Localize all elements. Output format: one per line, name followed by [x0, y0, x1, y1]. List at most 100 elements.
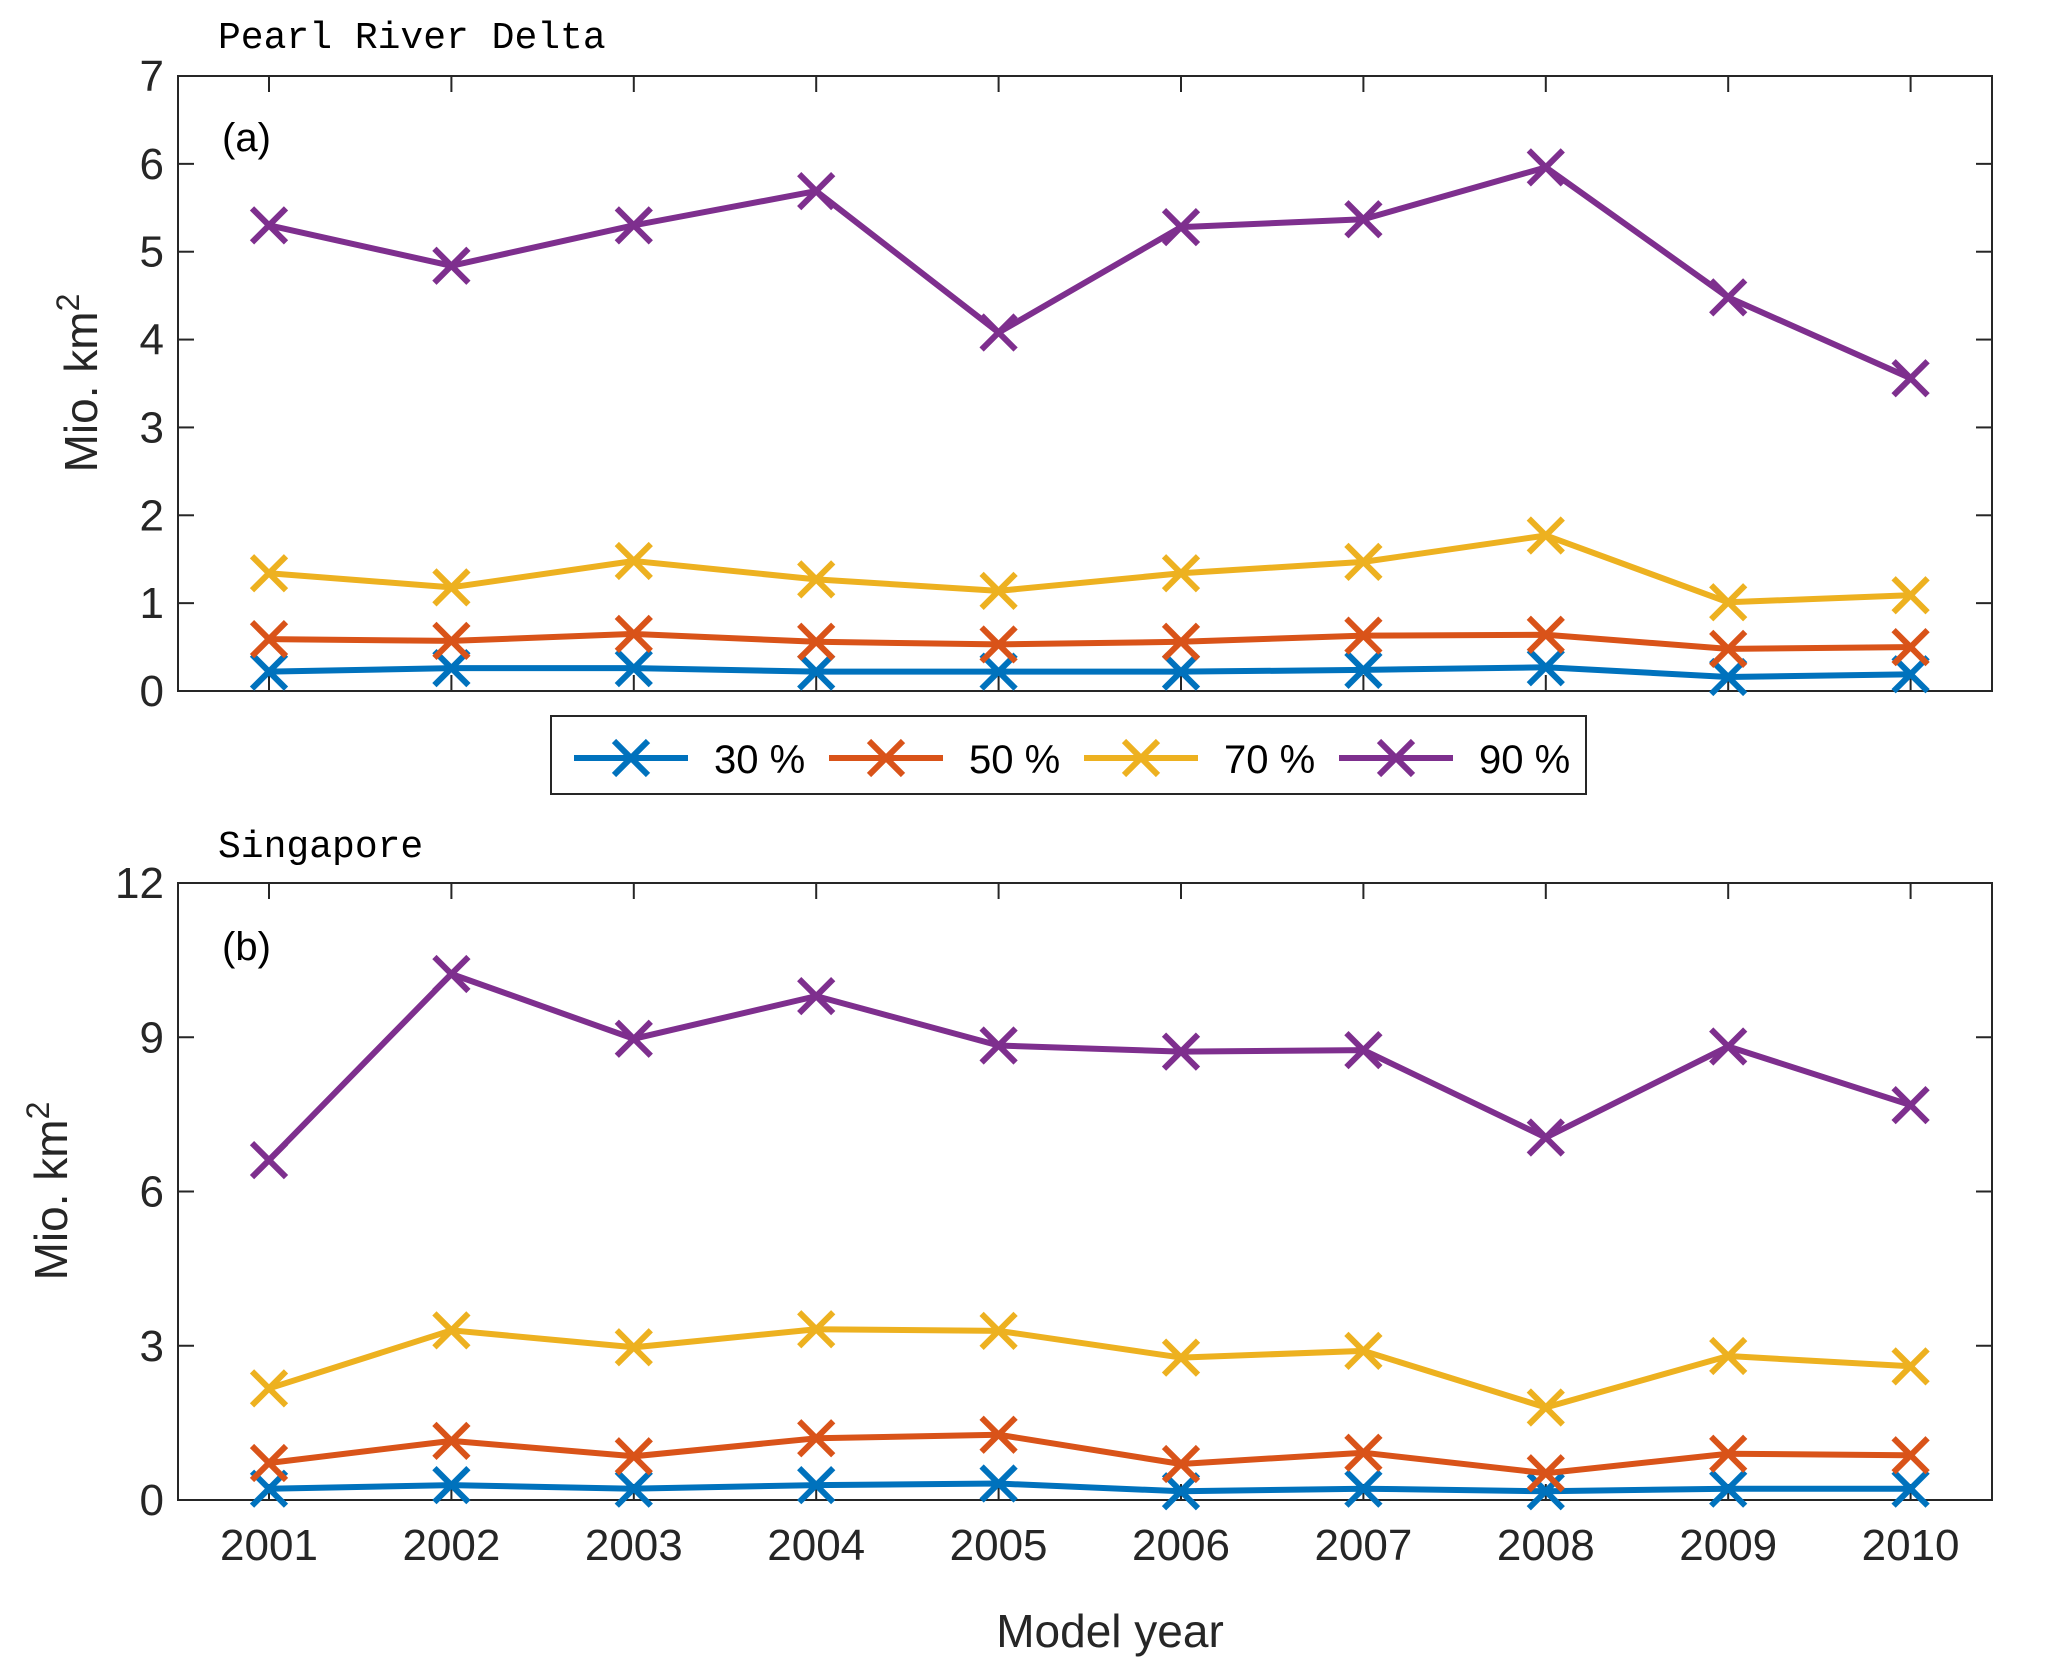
y-axis-label-text: Mio. km — [25, 1119, 77, 1280]
data-point — [1891, 1469, 1930, 1508]
data-point — [249, 620, 289, 659]
series-line — [268, 164, 1912, 381]
x-tick-label: 2008 — [1497, 1521, 1595, 1570]
data-point — [1526, 615, 1565, 654]
marker-stroke — [1891, 1469, 1930, 1508]
data-point — [1526, 648, 1565, 687]
marker-stroke — [1891, 655, 1930, 694]
x-tick-label: 2009 — [1679, 1521, 1777, 1570]
marker-stroke — [249, 554, 289, 593]
marker-stroke — [1891, 1085, 1930, 1125]
data-point — [979, 1026, 1018, 1065]
data-point — [979, 652, 1018, 691]
marker-stroke — [432, 1421, 471, 1460]
data-point — [1344, 1433, 1383, 1472]
data-point — [1709, 278, 1748, 317]
data-point — [614, 206, 653, 245]
marker-stroke — [1709, 657, 1748, 697]
data-point — [1891, 1347, 1930, 1386]
data-point — [1344, 200, 1383, 239]
marker-stroke — [432, 621, 471, 661]
data-point — [979, 313, 1018, 352]
marker-stroke — [1709, 1027, 1748, 1066]
data-point — [1161, 1032, 1201, 1071]
data-point — [1891, 1436, 1930, 1475]
y-tick-label: 3 — [140, 1322, 164, 1371]
legend-entry: 30 % — [574, 738, 805, 782]
data-point — [1891, 627, 1930, 667]
marker-stroke — [1344, 200, 1383, 239]
x-tick-label: 2002 — [402, 1521, 500, 1570]
y-axis-label-superscript: 2 — [20, 1102, 56, 1120]
marker-stroke — [1526, 615, 1565, 654]
data-point — [1526, 1472, 1565, 1511]
marker-stroke — [1526, 1454, 1565, 1493]
legend-label: 90 % — [1479, 738, 1570, 782]
marker-stroke — [1526, 148, 1565, 187]
marker-stroke — [614, 614, 653, 654]
marker-stroke — [1709, 1469, 1748, 1508]
marker-stroke — [1891, 576, 1930, 615]
legend-marker — [1376, 738, 1416, 778]
data-point — [1709, 583, 1748, 622]
marker-stroke — [1344, 616, 1383, 655]
marker-stroke — [432, 1311, 471, 1350]
data-point — [249, 652, 289, 691]
y-tick-label: 6 — [140, 140, 164, 189]
marker-stroke — [1161, 622, 1201, 661]
y-tick-label: 5 — [140, 228, 164, 277]
series-90-percent — [249, 148, 1930, 398]
marker-stroke — [1121, 738, 1161, 778]
y-ticks: 0 3 6 9 12 — [115, 859, 1992, 1525]
data-point — [614, 614, 653, 654]
legend-entry: 70 % — [1084, 738, 1315, 782]
data-point — [1344, 616, 1383, 655]
panel-label: (b) — [222, 925, 271, 969]
series-30-percent — [249, 1464, 1930, 1511]
data-point — [1709, 1434, 1748, 1473]
x-tick-label: 2001 — [220, 1521, 318, 1570]
data-point — [249, 1443, 289, 1483]
marker-stroke — [797, 171, 836, 211]
series-70-percent — [249, 1310, 1930, 1427]
data-point — [1709, 1469, 1748, 1508]
marker-stroke — [1344, 542, 1383, 581]
data-point — [432, 954, 471, 994]
marker-stroke — [249, 1141, 289, 1180]
marker-stroke — [797, 652, 836, 691]
data-point — [1161, 207, 1201, 247]
legend-marker — [1121, 738, 1161, 778]
marker-stroke — [249, 206, 289, 245]
marker-stroke — [1891, 1436, 1930, 1475]
series-layer — [249, 954, 1930, 1511]
data-point — [1161, 652, 1201, 691]
y-axis-label: Mio. km2 — [20, 1102, 77, 1281]
marker-stroke — [1161, 652, 1201, 691]
series-line — [268, 630, 1911, 652]
data-point — [979, 625, 1018, 664]
data-point — [1891, 1085, 1930, 1125]
marker-stroke — [1161, 207, 1201, 247]
marker-stroke — [1891, 359, 1930, 398]
marker-stroke — [614, 1328, 653, 1367]
data-point — [1161, 554, 1201, 593]
x-ticks: 2001 2002 2003 2004 2005 2006 2007 2008 2009 2010 — [220, 883, 1960, 1570]
legend-label: 70 % — [1224, 738, 1315, 782]
data-point — [614, 1469, 653, 1508]
data-point — [979, 571, 1018, 610]
data-point — [1526, 516, 1565, 555]
marker-stroke — [1161, 1338, 1201, 1377]
legend-label: 30 % — [714, 738, 805, 782]
marker-stroke — [1526, 1388, 1565, 1427]
data-point — [1709, 1336, 1748, 1376]
series-line — [268, 1326, 1911, 1411]
data-point — [432, 568, 471, 607]
data-point — [979, 1311, 1018, 1350]
data-point — [249, 1141, 289, 1180]
y-axis-label-text: Mio. km — [55, 311, 107, 472]
legend-label: 50 % — [969, 738, 1060, 782]
x-axis-label: Model year — [996, 1605, 1224, 1657]
data-point — [1709, 657, 1748, 697]
marker-stroke — [1344, 1030, 1383, 1070]
